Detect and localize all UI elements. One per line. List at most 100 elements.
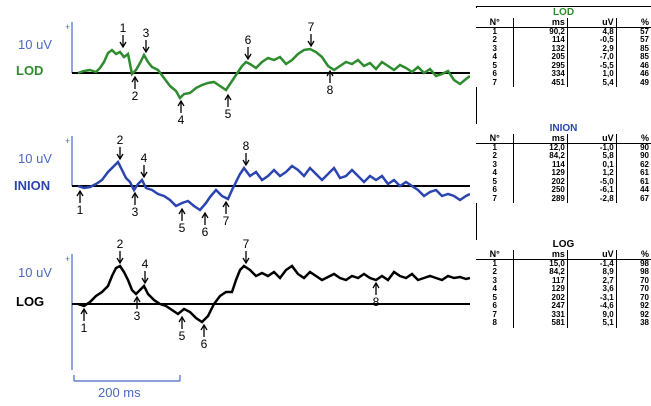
table-row: 3 114 0,1 62 [476,159,651,169]
log-peak-marker-3: 3 [133,295,141,323]
log-table-cell: 331 [513,310,568,319]
lod-series-label: LOD [16,63,43,78]
table-row: 2 84,2 5,8 90 [476,151,651,161]
inion-table-cell: -1,0 [566,143,617,152]
inion-table-cell: -6,1 [566,185,617,195]
log-peak-marker-8: 8 [372,281,380,309]
lod-table-column-header: uV [566,18,617,28]
log-table-cell: 8,9 [566,267,617,277]
inion-table-cell: 0,1 [566,160,617,169]
lod-peak-marker-3: 3 [142,26,150,54]
inion-table-cell: 4 [492,168,497,177]
log-peak-label-4: 4 [142,257,149,271]
log-table-cell: 15,0 [513,259,568,268]
lod-table-cell: 451 [513,78,568,87]
log-table-cell: 92 [615,310,651,319]
lod-table-title: LOD [552,7,575,18]
inion-peak-label-6: 6 [202,225,209,239]
inion-peak-marker-6: 6 [201,211,209,239]
lod-peak-marker-6: 6 [244,33,252,61]
lod-table-cell: 132 [513,44,568,53]
table-row: 6 250 -6,1 44 [476,185,651,195]
log-table-cell: 2,7 [566,276,617,285]
lod-table-cell: 295 [513,61,568,70]
lod-peak-marker-1: 1 [119,21,127,49]
lod-table-cell: 57 [615,27,651,36]
lod-table-cell: -0,5 [566,35,617,45]
inion-table-cell: 5 [492,176,497,186]
inion-peak-label-5: 5 [179,221,186,235]
table-row: 5 202 -5,0 61 [476,176,651,186]
svg-text:+: + [65,22,70,32]
inion-table-cell: 1 [492,142,497,152]
inion-table-cell: 3 [492,159,497,169]
inion-peak-marker-8: 8 [242,139,250,167]
inion-table-cell: 114 [513,160,568,169]
lod-table-cell: 57 [615,35,651,45]
lod-table-cell: 7 [492,77,497,87]
log-table-column-header: % [615,250,651,260]
table-row: 2 114 -0,5 57 [476,35,651,45]
lod-table-cell: 46 [615,61,651,70]
table-row: 4 129 1,2 61 [476,168,651,178]
log-table-cell: 4 [492,284,497,293]
lod-table-cell: 49 [615,78,651,87]
table-row: 5 295 -5,5 46 [476,61,651,70]
log-table-cell: -4,6 [566,301,617,311]
inion-table-cell: 5,8 [566,151,617,161]
lod-table: LOD N° ms uV% 1 90,2 4,8 57 2 114 -0,5 57 3 132 2,9 85 4… [476,8,651,87]
lod-table-cell: 1,0 [566,69,617,79]
log-table-cell: 8 [492,318,497,327]
lod-peak-marker-4: 4 [177,99,185,127]
log-table: LOG N° ms uV% 1 15,0 -1,4 98 2 84,2 8,9 98 3 117 2,7 70… [476,240,651,328]
inion-peak-marker-4: 4 [140,151,148,179]
inion-peak-marker-7: 7 [222,200,230,228]
log-table-cell: 247 [513,301,568,311]
inion-table-cell: 250 [513,185,568,195]
inion-table-column-header: ms [513,134,568,144]
log-peak-label-1: 1 [81,321,88,335]
log-table-cell: 92 [615,301,651,311]
svg-text:+: + [65,254,70,264]
log-peak-marker-5: 5 [178,315,186,343]
inion-amp-label: 10 uV [18,151,52,166]
lod-peak-label-2: 2 [132,89,139,103]
inion-table-cell: -5,0 [566,177,617,186]
log-table-cell: 98 [615,267,651,277]
lod-table-cell: -7,0 [566,52,617,62]
lod-table-cell: -5,5 [566,61,617,70]
lod-peak-marker-8: 8 [326,69,334,97]
table-row: 6 247 -4,6 92 [476,301,651,311]
lod-table-cell: 2,9 [566,44,617,53]
log-table-cell: 3 [492,275,497,285]
log-table-title: LOG [552,239,575,250]
lod-peak-label-4: 4 [178,113,185,127]
lod-table-cell: 3 [492,43,497,53]
lod-table-cell: 2 [492,35,497,44]
inion-table-cell: -2,8 [566,194,617,203]
lod-peak-marker-5: 5 [224,93,232,121]
svg-text:+: + [65,136,70,146]
inion-table-cell: 2 [492,151,497,160]
lod-peak-label-5: 5 [225,107,232,121]
inion-trace [77,159,470,212]
log-amp-label: 10 uV [18,265,52,280]
lod-table-cell: 46 [615,69,651,79]
log-table-cell: -1,4 [566,259,617,268]
inion-peak-label-7: 7 [223,214,230,228]
inion-table-cell: 129 [513,168,568,178]
log-table-cell: 5,1 [566,318,617,328]
log-table-column-header: ms [513,250,568,260]
lod-table-cell: 6 [492,69,497,78]
inion-table-cell: 202 [513,177,568,186]
table-row: 3 132 2,9 85 [476,43,651,53]
log-table-cell: 202 [513,293,568,302]
log-series-label: LOG [16,294,44,309]
table-row: 6 334 1,0 46 [476,69,651,79]
lod-table-cell: 114 [513,35,568,45]
log-table-cell: 129 [513,284,568,294]
log-table-cell: 3,6 [566,284,617,294]
log-table-cell: 7 [492,309,497,319]
time-scale-bar: 200 ms [73,375,181,400]
inion-table-cell: 44 [615,185,651,195]
